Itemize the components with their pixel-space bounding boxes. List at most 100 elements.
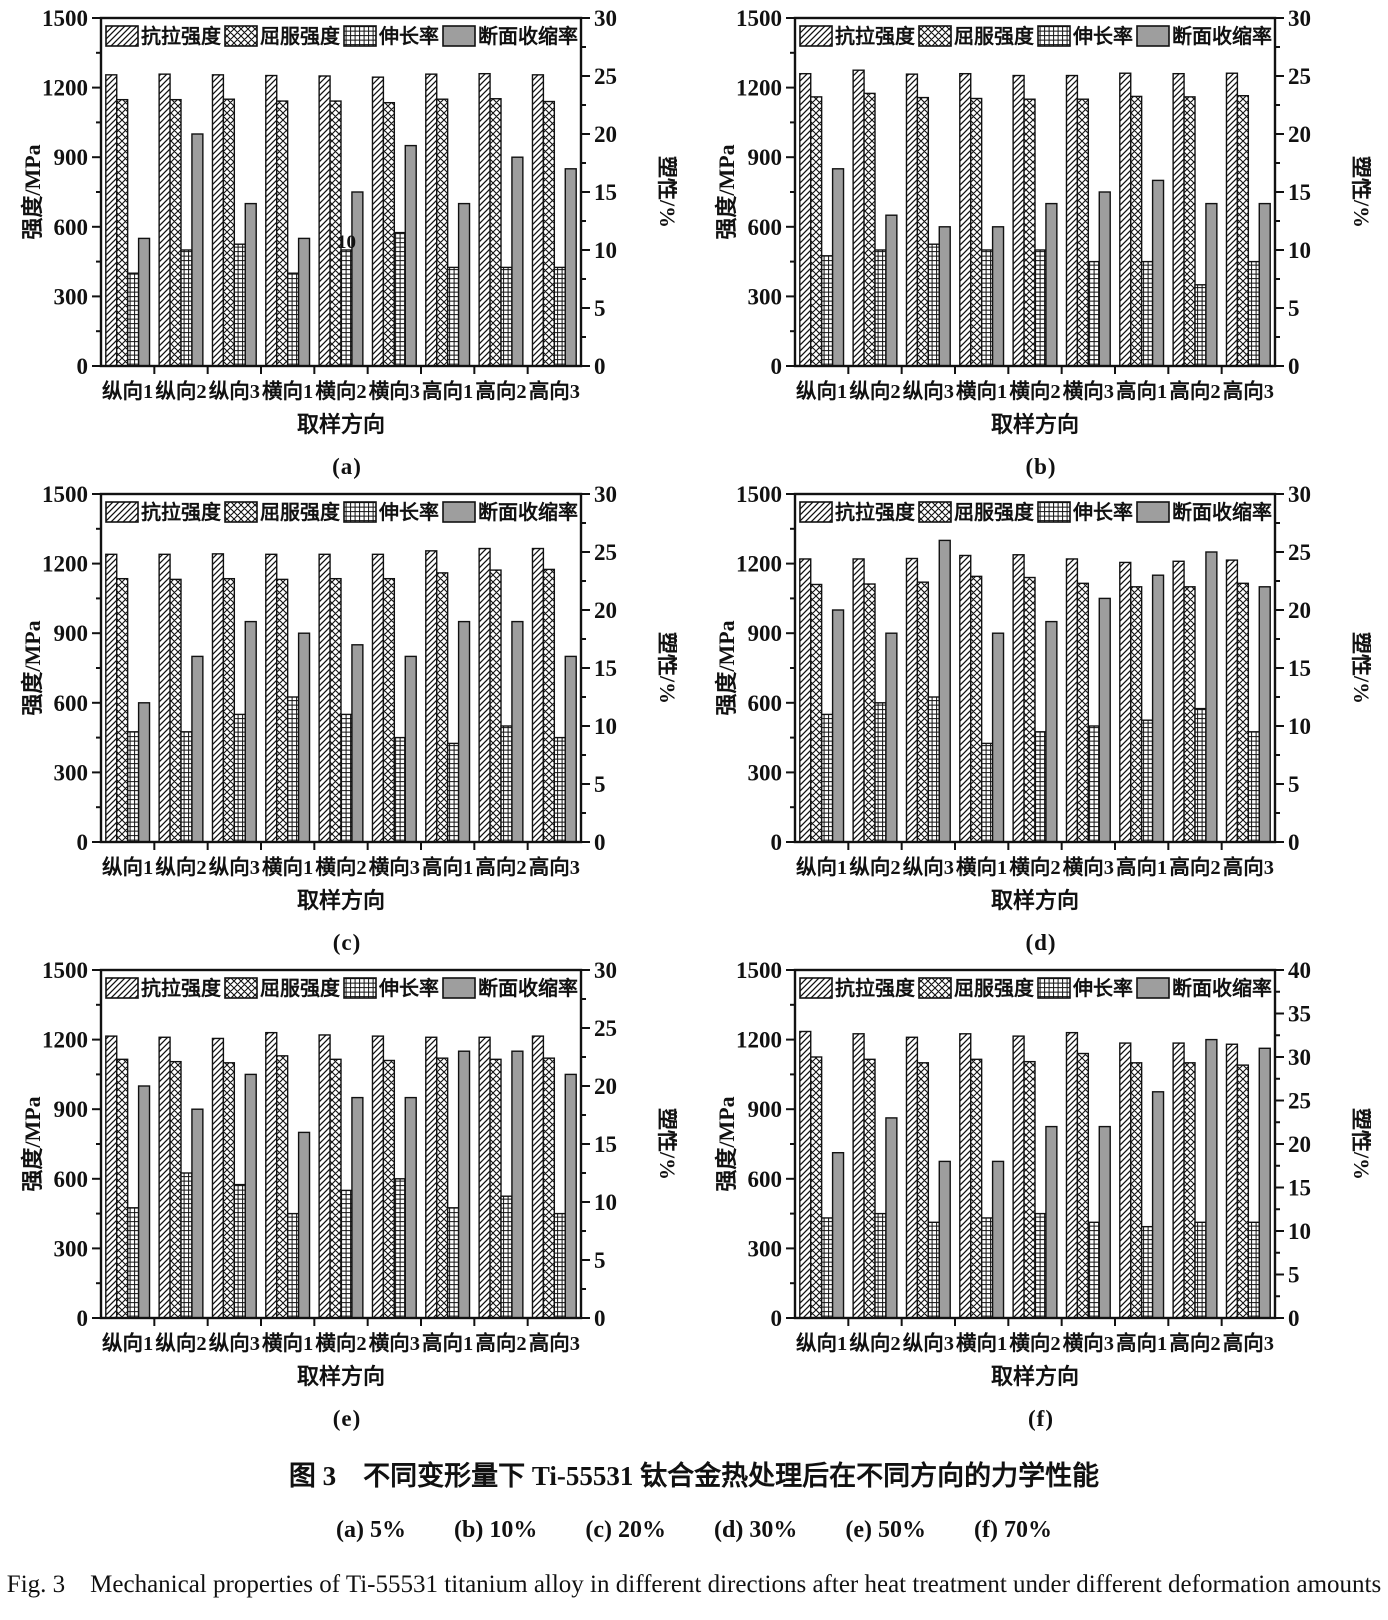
bar-yield-strength-高向3 bbox=[1236, 95, 1250, 367]
svg-text:5: 5 bbox=[594, 1248, 606, 1273]
bar-tensile-strength-纵向3 bbox=[211, 553, 225, 843]
svg-text:高向2: 高向2 bbox=[1169, 379, 1220, 403]
bar-yield-strength-纵向1 bbox=[810, 1056, 823, 1319]
bar-reduction-of-area-纵向1 bbox=[137, 1085, 151, 1319]
svg-text:纵向3: 纵向3 bbox=[209, 855, 260, 879]
bar-reduction-of-area-横向3 bbox=[404, 144, 417, 367]
bar-tensile-strength-横向1 bbox=[265, 553, 278, 843]
bar-yield-strength-纵向2 bbox=[169, 578, 182, 843]
bar-elongation-横向3 bbox=[393, 231, 406, 367]
bar-elongation-高向1 bbox=[1140, 719, 1154, 843]
svg-text:0: 0 bbox=[77, 1306, 89, 1331]
bar-reduction-of-area-横向3 bbox=[1098, 191, 1111, 367]
bar-yield-strength-高向3 bbox=[542, 100, 556, 367]
ylabel-left: 强度/MPa bbox=[20, 620, 45, 715]
bar-reduction-of-area-高向1 bbox=[1151, 179, 1165, 367]
bar-tensile-strength-高向3 bbox=[1225, 559, 1239, 843]
bar-tensile-strength-纵向3 bbox=[211, 74, 225, 367]
axis-left: 0 300 600 900 1200 1500 bbox=[736, 8, 795, 379]
svg-text:纵向2: 纵向2 bbox=[849, 1331, 900, 1355]
bar-tensile-strength-纵向1 bbox=[105, 74, 118, 367]
svg-text:纵向2: 纵向2 bbox=[849, 379, 900, 403]
svg-text:高向3: 高向3 bbox=[1223, 379, 1274, 403]
bar-reduction-of-area-横向2 bbox=[351, 644, 364, 843]
legend-label-reduction-of-area: 断面收缩率 bbox=[478, 500, 578, 524]
svg-text:40: 40 bbox=[1288, 960, 1311, 983]
svg-text:25: 25 bbox=[1288, 1089, 1311, 1114]
ylabel-right: 塑性/% bbox=[655, 156, 677, 228]
bar-yield-strength-高向2 bbox=[1183, 586, 1196, 843]
bar-elongation-高向2 bbox=[500, 725, 513, 843]
bar-elongation-横向2 bbox=[340, 1189, 353, 1319]
svg-text:300: 300 bbox=[54, 760, 89, 785]
svg-text:1200: 1200 bbox=[42, 1028, 88, 1053]
svg-text:15: 15 bbox=[594, 656, 617, 681]
bar-tensile-strength-横向2 bbox=[318, 75, 331, 367]
bar-reduction-of-area-高向3 bbox=[564, 168, 577, 367]
svg-text:5: 5 bbox=[1288, 1263, 1300, 1288]
ylabel-left: 强度/MPa bbox=[20, 144, 45, 239]
axis-right: 0 5 10 15 20 25 30 bbox=[1275, 484, 1311, 855]
svg-text:纵向2: 纵向2 bbox=[155, 379, 206, 403]
bar-elongation-纵向2 bbox=[180, 731, 193, 843]
svg-text:10: 10 bbox=[1288, 714, 1311, 739]
svg-text:15: 15 bbox=[1288, 1176, 1311, 1201]
bar-yield-strength-纵向3 bbox=[222, 577, 236, 843]
svg-text:900: 900 bbox=[748, 1097, 783, 1122]
bar-yield-strength-纵向2 bbox=[169, 1060, 182, 1319]
svg-text:15: 15 bbox=[1288, 180, 1311, 205]
bar-tensile-strength-纵向2 bbox=[852, 1033, 865, 1319]
svg-text:300: 300 bbox=[748, 284, 783, 309]
legend-c: 抗拉强度 屈服强度 伸长率 断面收缩率 bbox=[105, 500, 578, 524]
svg-text:横向1: 横向1 bbox=[956, 379, 1007, 403]
legend-label-elongation: 伸长率 bbox=[378, 24, 439, 48]
svg-text:高向3: 高向3 bbox=[1223, 855, 1274, 879]
bar-yield-strength-纵向1 bbox=[810, 96, 823, 367]
bar-tensile-strength-横向1 bbox=[959, 72, 972, 367]
bar-elongation-横向1 bbox=[980, 249, 994, 367]
legend-swatch-reduction-of-area bbox=[1136, 25, 1170, 47]
legend-label-tensile-strength: 抗拉强度 bbox=[835, 24, 916, 48]
bar-yield-strength-纵向1 bbox=[810, 583, 823, 843]
svg-text:纵向1: 纵向1 bbox=[796, 379, 847, 403]
legend-f: 抗拉强度 屈服强度 伸长率 断面收缩率 bbox=[799, 976, 1272, 1000]
bar-elongation-横向1 bbox=[286, 696, 300, 843]
bar-elongation-纵向1 bbox=[126, 1207, 140, 1319]
bar-elongation-高向3 bbox=[1247, 260, 1260, 367]
legend-swatch-yield-strength bbox=[918, 501, 952, 523]
svg-text:横向2: 横向2 bbox=[1009, 379, 1060, 403]
axis-right: 0 5 10 15 20 25 30 35 40 bbox=[1275, 960, 1311, 1331]
bar-reduction-of-area-纵向3 bbox=[244, 620, 257, 843]
svg-text:20: 20 bbox=[594, 1074, 617, 1099]
bar-tensile-strength-高向1 bbox=[425, 73, 438, 367]
bar-reduction-of-area-纵向3 bbox=[938, 226, 951, 367]
legend-swatch-reduction-of-area bbox=[442, 501, 476, 523]
subplot-label-f: (f) bbox=[1028, 1406, 1054, 1431]
bar-yield-strength-横向3 bbox=[1076, 98, 1090, 367]
svg-text:600: 600 bbox=[54, 1167, 89, 1192]
svg-text:纵向1: 纵向1 bbox=[102, 379, 153, 403]
xlabel: 取样方向 bbox=[991, 412, 1079, 437]
svg-text:高向3: 高向3 bbox=[529, 1331, 580, 1355]
svg-text:1200: 1200 bbox=[736, 76, 782, 101]
bars-c bbox=[105, 547, 577, 843]
bar-tensile-strength-纵向1 bbox=[105, 1035, 118, 1319]
bar-reduction-of-area-横向1 bbox=[297, 632, 311, 843]
bar-elongation-横向3 bbox=[1087, 1221, 1100, 1319]
svg-text:纵向2: 纵向2 bbox=[155, 1331, 206, 1355]
bar-tensile-strength-纵向2 bbox=[158, 1036, 171, 1319]
bar-reduction-of-area-纵向1 bbox=[831, 609, 845, 843]
svg-text:横向1: 横向1 bbox=[262, 379, 313, 403]
bar-tensile-strength-高向2 bbox=[478, 547, 491, 843]
svg-text:横向2: 横向2 bbox=[1009, 855, 1060, 879]
legend-swatch-tensile-strength bbox=[105, 977, 139, 999]
svg-text:0: 0 bbox=[1288, 354, 1300, 379]
axis-left: 0 300 600 900 1200 1500 bbox=[42, 484, 101, 855]
bar-reduction-of-area-纵向3 bbox=[938, 1160, 951, 1319]
bar-elongation-高向1 bbox=[446, 742, 460, 843]
svg-text:20: 20 bbox=[594, 122, 617, 147]
svg-text:10: 10 bbox=[1288, 238, 1311, 263]
bar-yield-strength-横向3 bbox=[1076, 582, 1090, 843]
subplot-label-e: (e) bbox=[332, 1406, 362, 1431]
